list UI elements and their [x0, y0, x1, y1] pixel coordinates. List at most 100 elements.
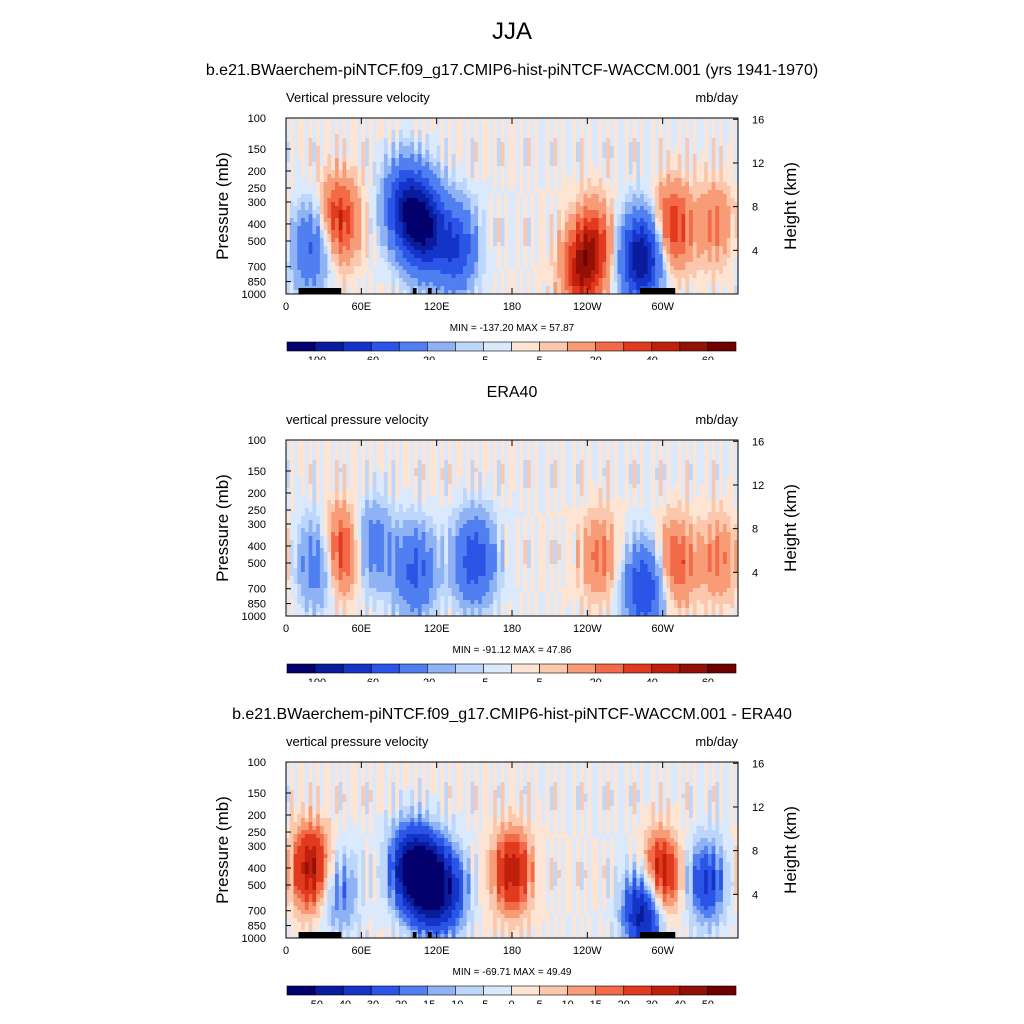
panel-1-field-cell: [553, 142, 558, 147]
panel-1-field-cell: [700, 178, 705, 183]
panel-1-field-cell: [636, 162, 641, 167]
panel-1-field-cell: [512, 142, 517, 147]
panel-1-field-cell: [500, 254, 506, 259]
panel-1-field-cell: [534, 162, 539, 167]
panel-1-field-cell: [625, 274, 630, 279]
panel-1-field-cell: [342, 250, 347, 255]
panel-1-field-cell: [602, 242, 607, 247]
panel-1-field-cell: [504, 230, 509, 235]
panel-1-field-cell: [447, 286, 453, 291]
panel-1-field-cell: [496, 202, 502, 207]
panel-1-field-cell: [361, 202, 366, 207]
panel-1-field-cell: [677, 274, 683, 279]
panel-1-field-cell: [609, 258, 615, 263]
panel-1-field-cell: [478, 122, 483, 127]
panel-1-field-cell: [530, 250, 536, 255]
panel-1-field-cell: [689, 130, 694, 135]
panel-1-field-cell: [508, 230, 513, 235]
panel-1-field-cell: [677, 238, 683, 243]
panel-1-field-cell: [512, 242, 517, 247]
panel-1-field-cell: [470, 130, 475, 135]
panel-1-field-cell: [696, 266, 701, 271]
panel-1-field-cell: [658, 214, 664, 219]
panel-1-field-cell: [350, 186, 355, 191]
panel-1-field-cell: [568, 154, 573, 159]
panel-1-field-cell: [523, 210, 528, 215]
panel-1-field-cell: [425, 242, 430, 247]
panel-1-field-cell: [319, 142, 325, 147]
panel-1-field-cell: [549, 178, 555, 183]
panel-1-field-cell: [301, 258, 306, 263]
panel-1-field-cell: [342, 254, 347, 259]
panel-1-field-cell: [425, 166, 430, 171]
panel-1-field-cell: [350, 210, 355, 215]
panel-1-field-cell: [316, 122, 321, 127]
panel-1-field-cell: [301, 150, 306, 155]
panel-1-field-cell: [606, 230, 611, 235]
panel-1-field-cell: [655, 214, 660, 219]
panel-1-field-cell: [557, 146, 562, 151]
panel-1-field-cell: [485, 290, 490, 294]
panel-1-field-cell: [444, 138, 449, 143]
panel-1-variable-label: Vertical pressure velocity: [286, 90, 430, 105]
panel-1-field-cell: [545, 270, 551, 275]
panel-1-field-cell: [636, 158, 641, 163]
panel-1-field-cell: [455, 270, 460, 275]
panel-1-field-cell: [545, 126, 551, 131]
panel-1-field-cell: [323, 270, 329, 275]
panel-1-field-cell: [463, 226, 468, 231]
panel-1-field-cell: [319, 146, 325, 151]
panel-1-field-cell: [425, 150, 430, 155]
panel-1-field-cell: [331, 154, 336, 159]
panel-1-field-cell: [432, 134, 438, 139]
panel-1-field-cell: [342, 182, 347, 187]
panel-1-field-cell: [587, 162, 592, 167]
panel-1-field-cell: [417, 194, 423, 199]
panel-1-field-cell: [470, 258, 475, 263]
panel-1-field-cell: [598, 270, 603, 275]
panel-1-field-cell: [579, 194, 585, 199]
panel-1-field-cell: [361, 150, 366, 155]
panel-1-field-cell: [444, 238, 449, 243]
panel-1-field-cell: [609, 186, 615, 191]
panel-1-field-cell: [500, 174, 506, 179]
panel-1-field-cell: [519, 254, 524, 259]
panel-1-field-cell: [655, 154, 660, 159]
panel-1-field-cell: [572, 206, 577, 211]
panel-1-field-cell: [666, 234, 671, 239]
panel-1-field-cell: [391, 278, 396, 283]
panel-1-field-cell: [707, 286, 713, 291]
panel-1-field-cell: [542, 230, 547, 235]
panel-1-field-cell: [602, 118, 607, 123]
panel-1-field-cell: [572, 202, 577, 207]
panel-1-field-cell: [365, 282, 370, 287]
panel-1-field-cell: [361, 290, 366, 294]
panel-1-field-cell: [583, 162, 588, 167]
panel-1-field-cell: [560, 122, 566, 127]
panel-1-field-cell: [523, 266, 528, 271]
panel-1-field-cell: [436, 258, 442, 263]
panel-1-field-cell: [594, 206, 600, 211]
panel-1-field-cell: [327, 178, 332, 183]
panel-1-field-cell: [478, 166, 483, 171]
panel-1-field-cell: [527, 210, 532, 215]
panel-1-field-cell: [319, 182, 325, 187]
panel-1-field-cell: [655, 282, 660, 287]
panel-1-field-cell: [628, 222, 634, 227]
panel-1-field-cell: [489, 202, 494, 207]
panel-1-field-cell: [534, 202, 539, 207]
panel-1-field-cell: [545, 190, 551, 195]
panel-1-field-cell: [301, 182, 306, 187]
panel-1-field-cell: [594, 194, 600, 199]
panel-1-field-cell: [636, 142, 641, 147]
panel-1-field-cell: [496, 146, 502, 151]
panel-1-field-cell: [538, 126, 543, 131]
panel-1-field-cell: [707, 278, 713, 283]
panel-1-field-cell: [609, 234, 615, 239]
panel-1-field-cell: [308, 234, 313, 239]
panel-1-field-cell: [568, 222, 573, 227]
panel-1-field-cell: [478, 198, 483, 203]
panel-1-field-cell: [312, 262, 317, 267]
panel-1-field-cell: [334, 262, 340, 267]
panel-1-field-cell: [670, 214, 675, 219]
